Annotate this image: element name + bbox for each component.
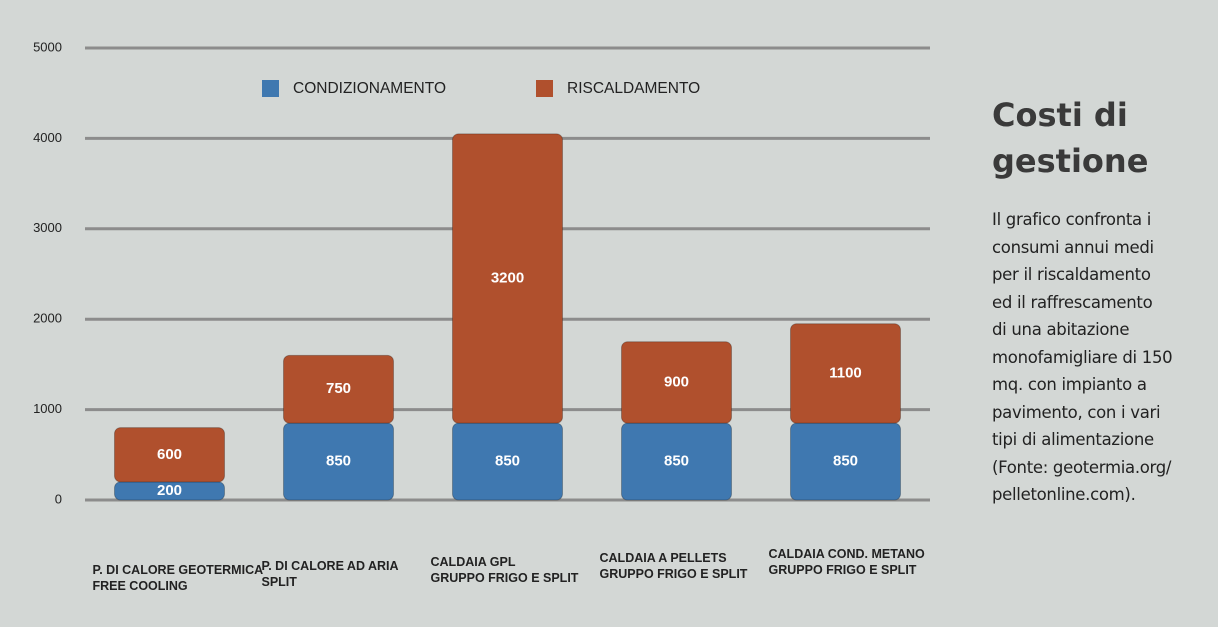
data-label: 900 [664, 373, 689, 390]
y-tick-label: 4000 [33, 130, 62, 145]
data-label: 850 [833, 453, 858, 470]
sidebar-text: Il grafico confronta i consumi annui med… [992, 210, 1173, 504]
x-tick-label: P. DI CALORE AD ARIA SPLIT [261, 559, 399, 589]
legend-label: RISCALDAMENTO [567, 80, 700, 97]
y-tick-label: 0 [55, 491, 62, 506]
bar-segment [621, 341, 732, 424]
legend-swatch [536, 80, 553, 97]
y-tick-label: 5000 [33, 39, 62, 54]
data-label: 200 [157, 482, 182, 499]
bar-segment [452, 133, 563, 424]
bar-segment [283, 354, 394, 424]
data-label: 850 [664, 453, 689, 470]
y-tick-label: 3000 [33, 220, 62, 235]
x-tick-label: P. DI CALORE GEOTERMICA FREE COOLING [92, 563, 264, 593]
x-tick-label: CALDAIA COND. METANO GRUPPO FRIGO E SPLI… [768, 547, 925, 577]
sidebar-title: Costi di gestione [992, 96, 1149, 180]
bar-segment [114, 427, 225, 483]
bar-segment [790, 323, 901, 424]
chart: 0 1000 2000 3000 4000 5000 CONDIZIONAMENTO RISC… [33, 39, 930, 506]
x-tick-label: CALDAIA GPL GRUPPO FRIGO E SPLIT [430, 555, 579, 585]
data-label: 600 [157, 446, 182, 463]
legend-swatch [262, 80, 279, 97]
data-label: 3200 [491, 269, 524, 286]
y-tick-label: 1000 [33, 401, 62, 416]
bar-segment [621, 422, 732, 501]
x-tick-label: CALDAIA A PELLETS GRUPPO FRIGO E SPLIT [599, 551, 748, 581]
y-tick-label: 2000 [33, 311, 62, 326]
bar-segment [114, 481, 225, 501]
data-label: 750 [326, 380, 351, 397]
bar-segment [283, 422, 394, 501]
data-label: 1100 [829, 364, 862, 381]
data-label: 850 [326, 453, 351, 470]
legend-label: CONDIZIONAMENTO [293, 80, 446, 97]
data-label: 850 [495, 453, 520, 470]
